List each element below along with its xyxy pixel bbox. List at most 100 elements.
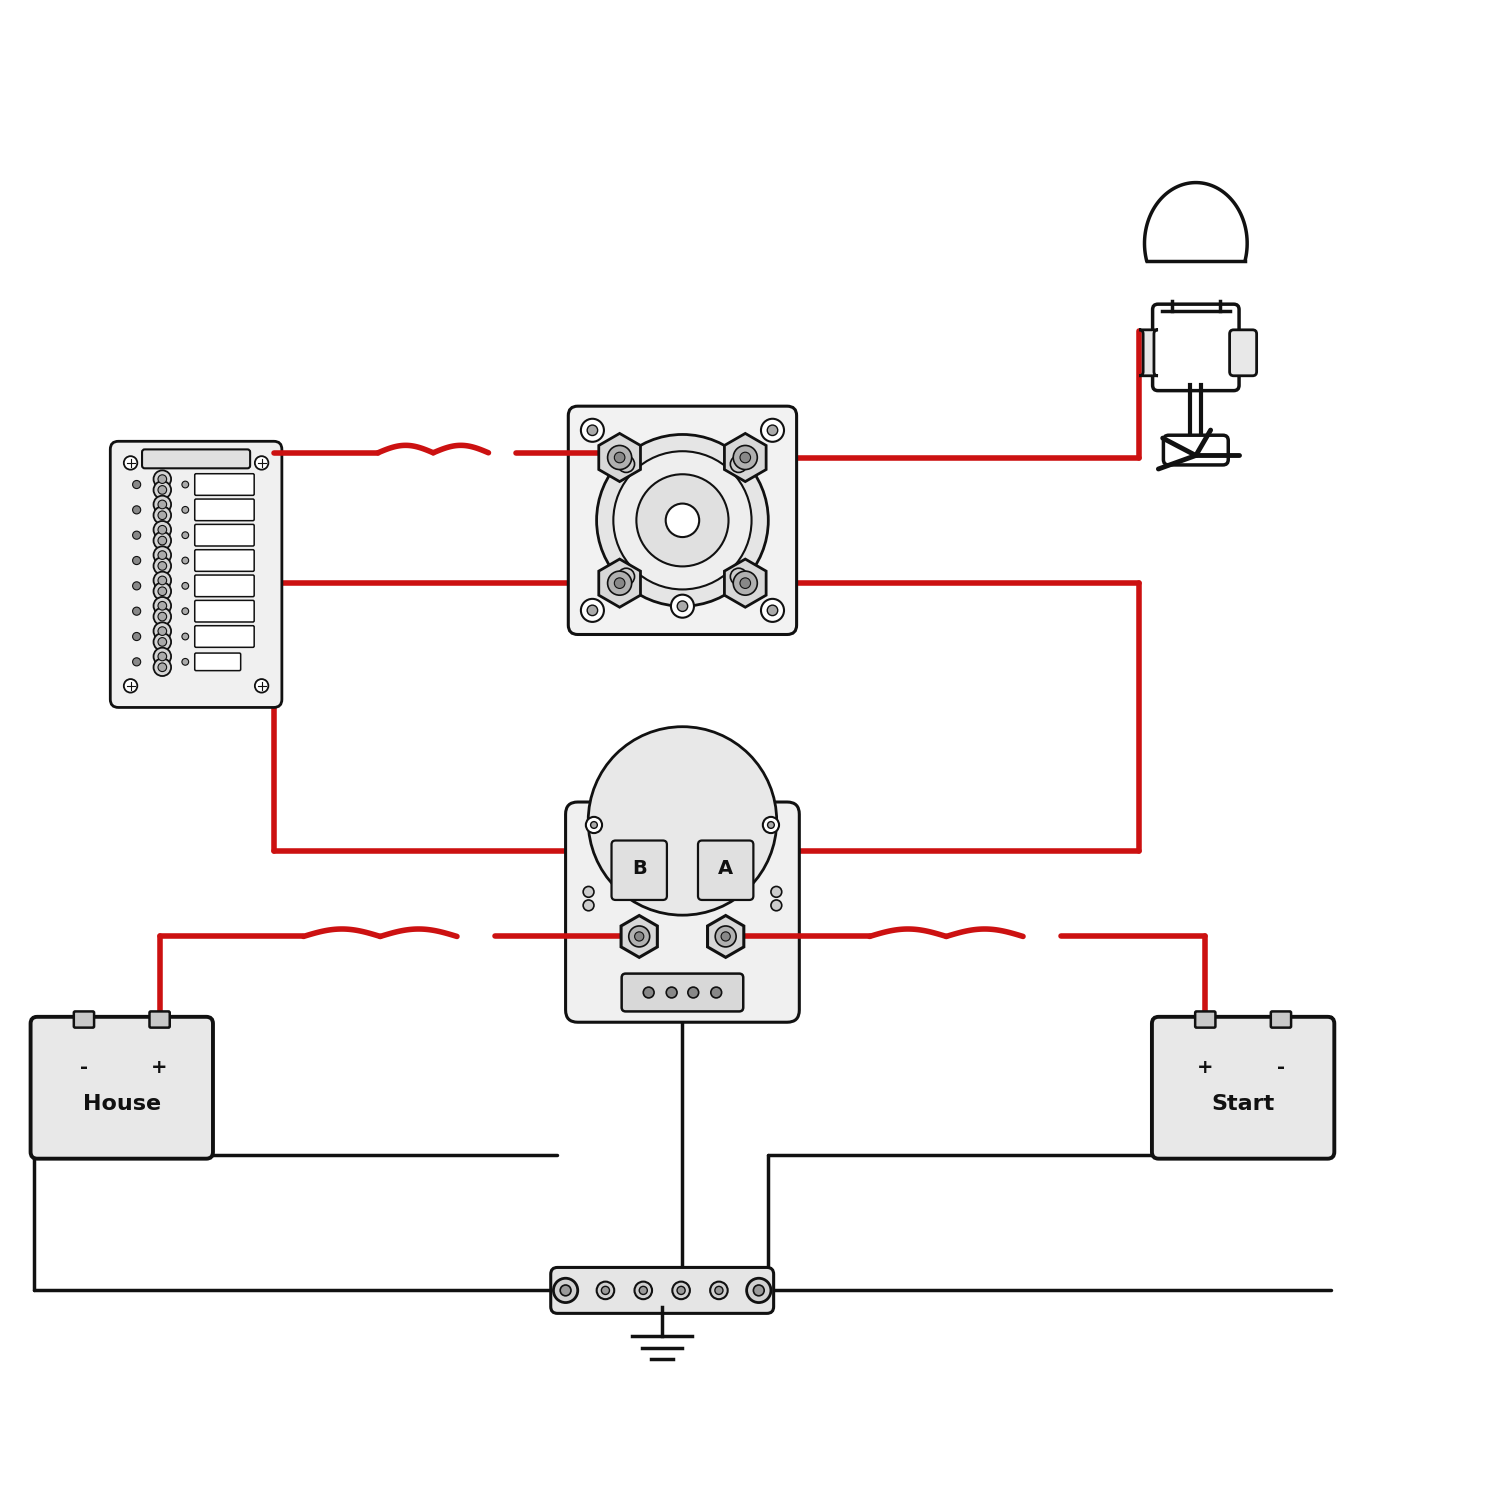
Text: -: -	[80, 1058, 88, 1077]
Circle shape	[586, 818, 602, 833]
Circle shape	[768, 822, 774, 828]
Circle shape	[608, 446, 631, 470]
Circle shape	[597, 435, 768, 606]
Circle shape	[615, 578, 626, 588]
Circle shape	[716, 1287, 723, 1294]
Circle shape	[716, 926, 736, 946]
Circle shape	[153, 633, 171, 651]
Circle shape	[158, 525, 166, 534]
Circle shape	[153, 608, 171, 625]
Circle shape	[608, 572, 631, 596]
Circle shape	[153, 582, 171, 600]
Circle shape	[158, 576, 166, 585]
Circle shape	[182, 633, 189, 640]
Circle shape	[153, 532, 171, 549]
Text: Start: Start	[1212, 1094, 1275, 1114]
Circle shape	[602, 1287, 609, 1294]
Circle shape	[734, 446, 758, 470]
Circle shape	[688, 987, 699, 998]
Circle shape	[132, 633, 141, 640]
Circle shape	[158, 500, 166, 508]
Circle shape	[153, 658, 171, 676]
FancyBboxPatch shape	[195, 652, 240, 670]
Circle shape	[614, 452, 752, 590]
FancyBboxPatch shape	[1230, 330, 1257, 376]
Circle shape	[734, 572, 758, 596]
FancyBboxPatch shape	[621, 974, 742, 1011]
Circle shape	[588, 726, 777, 915]
Circle shape	[158, 638, 166, 646]
Circle shape	[182, 507, 189, 513]
Circle shape	[747, 1278, 771, 1302]
Circle shape	[182, 608, 189, 615]
Circle shape	[132, 531, 141, 538]
Circle shape	[730, 568, 747, 585]
Circle shape	[158, 512, 166, 519]
FancyBboxPatch shape	[1164, 435, 1228, 465]
Text: A: A	[718, 859, 734, 879]
Text: B: B	[632, 859, 646, 879]
Circle shape	[618, 568, 634, 585]
FancyBboxPatch shape	[612, 840, 668, 900]
Circle shape	[182, 582, 189, 590]
Polygon shape	[621, 915, 657, 957]
Circle shape	[722, 932, 730, 940]
Circle shape	[153, 471, 171, 488]
FancyBboxPatch shape	[30, 1017, 213, 1158]
Polygon shape	[598, 433, 640, 482]
FancyBboxPatch shape	[142, 450, 250, 468]
Circle shape	[158, 602, 166, 610]
FancyBboxPatch shape	[568, 406, 796, 634]
Circle shape	[153, 520, 171, 538]
Circle shape	[132, 582, 141, 590]
FancyBboxPatch shape	[150, 1011, 170, 1028]
Circle shape	[153, 546, 171, 564]
Circle shape	[580, 598, 604, 622]
Circle shape	[586, 604, 597, 615]
Circle shape	[764, 818, 778, 833]
Circle shape	[153, 597, 171, 615]
Circle shape	[580, 419, 604, 442]
Circle shape	[255, 456, 268, 470]
Circle shape	[618, 456, 634, 472]
Polygon shape	[724, 433, 766, 482]
Text: +: +	[152, 1058, 168, 1077]
Circle shape	[636, 474, 729, 567]
Circle shape	[710, 1281, 728, 1299]
Circle shape	[554, 1278, 578, 1302]
Circle shape	[182, 556, 189, 564]
Circle shape	[255, 680, 268, 693]
Circle shape	[124, 680, 138, 693]
Polygon shape	[724, 560, 766, 608]
Circle shape	[771, 886, 782, 897]
Circle shape	[153, 648, 171, 664]
Polygon shape	[708, 915, 744, 957]
Circle shape	[768, 604, 777, 615]
Circle shape	[711, 987, 722, 998]
Circle shape	[153, 482, 171, 498]
Circle shape	[584, 886, 594, 897]
Text: House: House	[82, 1094, 160, 1114]
FancyBboxPatch shape	[1152, 1017, 1335, 1158]
FancyBboxPatch shape	[1270, 1011, 1292, 1028]
Circle shape	[182, 658, 189, 664]
Circle shape	[760, 419, 784, 442]
Circle shape	[730, 456, 747, 472]
Circle shape	[740, 452, 750, 464]
Circle shape	[768, 424, 777, 435]
FancyBboxPatch shape	[195, 549, 254, 572]
Circle shape	[740, 578, 750, 588]
Circle shape	[753, 1286, 764, 1296]
Circle shape	[158, 652, 166, 662]
Circle shape	[182, 532, 189, 538]
FancyBboxPatch shape	[698, 840, 753, 900]
Circle shape	[634, 1281, 652, 1299]
FancyBboxPatch shape	[1152, 304, 1239, 390]
Text: +: +	[1197, 1058, 1214, 1077]
Circle shape	[132, 658, 141, 666]
Circle shape	[153, 572, 171, 590]
Circle shape	[132, 506, 141, 515]
Circle shape	[591, 822, 597, 828]
Circle shape	[672, 1281, 690, 1299]
Circle shape	[158, 550, 166, 560]
